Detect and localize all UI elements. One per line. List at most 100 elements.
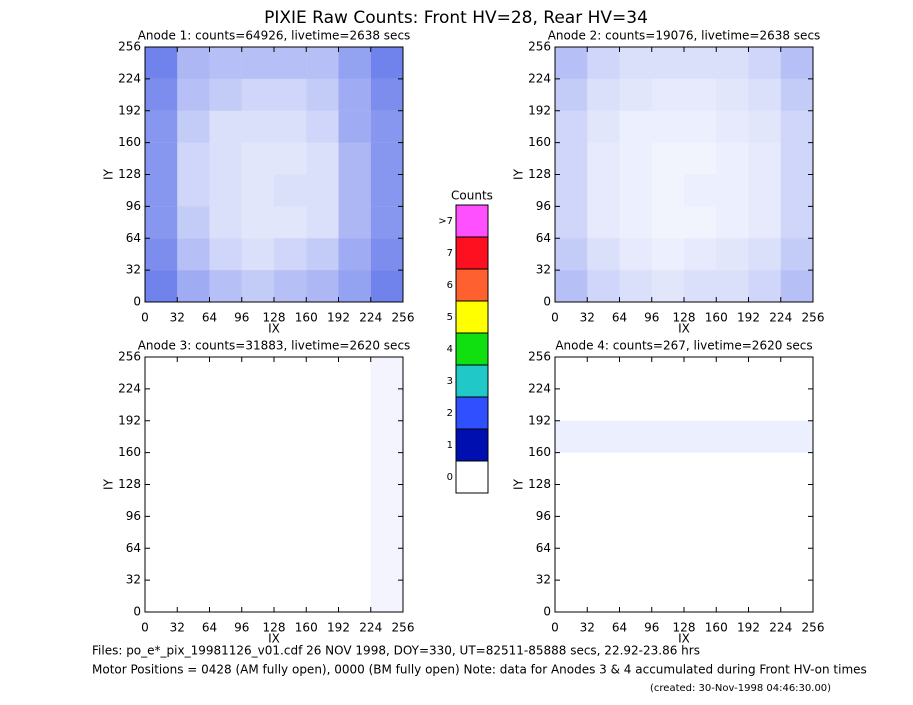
y-tick-label: 160 xyxy=(528,445,551,459)
heat-cell xyxy=(339,389,371,421)
x-tick-label: 128 xyxy=(263,621,286,635)
heat-cell xyxy=(338,110,371,143)
heat-cell xyxy=(555,580,587,612)
heat-cell xyxy=(684,174,717,207)
heat-cell xyxy=(274,206,307,239)
heat-cell xyxy=(781,389,813,421)
heat-cell xyxy=(177,142,210,175)
x-tick-label: 128 xyxy=(673,311,696,325)
heat-cell xyxy=(619,142,652,175)
y-tick-label: 64 xyxy=(126,231,141,245)
heat-cell xyxy=(177,270,210,302)
panel-title: Anode 4: counts=267, livetime=2620 secs xyxy=(555,339,812,353)
heat-cell xyxy=(339,516,371,548)
heat-cell xyxy=(306,580,338,612)
heat-cell xyxy=(555,485,587,517)
heat-cell xyxy=(748,110,781,143)
heat-cell xyxy=(684,420,717,453)
y-tick-label: 256 xyxy=(118,40,141,54)
heat-cell xyxy=(338,142,371,175)
heat-cell xyxy=(177,110,210,143)
heat-cell xyxy=(209,47,242,79)
heat-cell xyxy=(748,420,781,453)
heat-cell xyxy=(339,580,371,612)
colorbar-label: 0 xyxy=(447,472,453,483)
colorbar-swatch xyxy=(455,236,489,270)
y-tick-label: 224 xyxy=(118,71,141,85)
heat-cell xyxy=(210,389,242,421)
heat-cell xyxy=(620,516,652,548)
heat-cell xyxy=(749,453,781,485)
x-tick-label: 224 xyxy=(359,311,382,325)
x-tick-label: 32 xyxy=(580,621,595,635)
colorbar-swatch xyxy=(455,396,489,430)
heat-cell xyxy=(177,78,210,111)
heat-cell xyxy=(370,142,403,175)
heat-cell xyxy=(177,421,209,453)
y-tick-label: 96 xyxy=(536,199,551,213)
heat-cell xyxy=(210,357,242,389)
heat-cell xyxy=(748,47,781,79)
y-tick-label: 192 xyxy=(528,413,551,427)
heat-cell xyxy=(241,110,274,143)
heat-cell xyxy=(274,516,306,548)
heat-cell xyxy=(338,47,371,79)
heat-cell xyxy=(145,357,177,389)
heat-cell xyxy=(716,174,749,207)
heat-cell xyxy=(274,548,306,580)
x-tick-label: 64 xyxy=(612,311,627,325)
heat-cell xyxy=(306,110,339,143)
heat-cell xyxy=(274,110,307,143)
colorbar-label: 3 xyxy=(447,376,453,387)
heat-cell xyxy=(620,580,652,612)
heat-cell xyxy=(210,580,242,612)
heat-cell xyxy=(749,357,781,389)
heat-cell xyxy=(587,78,620,111)
colorbar-label: 6 xyxy=(447,280,453,291)
heat-cell xyxy=(177,357,209,389)
heat-cell xyxy=(781,453,813,485)
heat-cell xyxy=(306,270,339,302)
colorbar-title: Counts xyxy=(451,189,493,203)
heat-cell xyxy=(555,142,588,175)
heat-cell xyxy=(555,270,588,302)
colorbar-swatch xyxy=(455,364,489,398)
heat-cell xyxy=(684,238,717,271)
heat-cell xyxy=(145,548,177,580)
y-tick-label: 64 xyxy=(536,231,551,245)
heat-cell xyxy=(748,174,781,207)
x-axis-label: IX xyxy=(268,322,280,336)
y-tick-label: 32 xyxy=(536,573,551,587)
heat-cell xyxy=(651,174,684,207)
heat-cell xyxy=(651,238,684,271)
heat-cell xyxy=(145,580,177,612)
heat-cell xyxy=(339,485,371,517)
heat-cell xyxy=(209,78,242,111)
heat-cell xyxy=(209,206,242,239)
x-tick-label: 128 xyxy=(673,621,696,635)
heat-cell xyxy=(145,389,177,421)
heat-cell xyxy=(555,453,587,485)
y-tick-label: 64 xyxy=(536,541,551,555)
heat-cell xyxy=(684,548,716,580)
footer-line: Motor Positions = 0428 (AM fully open), … xyxy=(92,663,867,677)
y-tick-label: 96 xyxy=(536,509,551,523)
panel-title: Anode 1: counts=64926, livetime=2638 sec… xyxy=(138,29,411,43)
heat-cell xyxy=(177,485,209,517)
heat-cell xyxy=(748,78,781,111)
heat-cell xyxy=(209,174,242,207)
y-tick-label: 96 xyxy=(126,509,141,523)
panel-title: Anode 3: counts=31883, livetime=2620 sec… xyxy=(138,339,411,353)
heat-cell xyxy=(652,516,684,548)
heat-cell xyxy=(651,47,684,79)
heat-cell xyxy=(177,453,209,485)
y-tick-label: 224 xyxy=(528,71,551,85)
heat-cell xyxy=(651,78,684,111)
heat-cell xyxy=(177,238,210,271)
heat-cell xyxy=(780,47,813,79)
x-tick-label: 160 xyxy=(295,311,318,325)
heat-cell xyxy=(749,580,781,612)
x-tick-label: 0 xyxy=(551,311,559,325)
heat-cell xyxy=(587,270,620,302)
heat-cell xyxy=(338,238,371,271)
